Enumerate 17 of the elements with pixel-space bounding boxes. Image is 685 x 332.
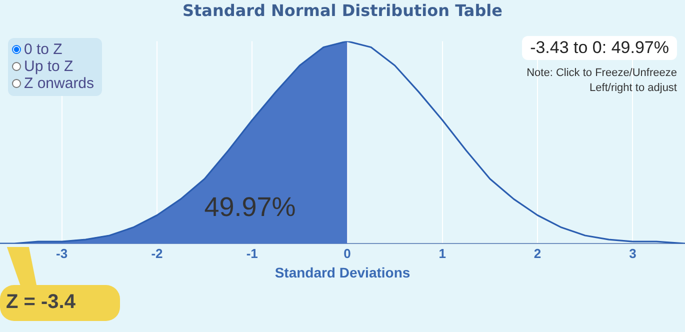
annotation: Up to Z (24, 58, 74, 75)
chart-title: Standard Normal Distribution Table (182, 0, 503, 20)
x-tick-label: 3 (629, 246, 636, 261)
annotation: Z = -3.4 (6, 290, 76, 314)
x-tick-label: -1 (246, 246, 258, 261)
annotation: 49.97% (203, 192, 297, 223)
x-tick-label: 1 (438, 246, 446, 261)
annotation: Z onwards (24, 75, 94, 92)
annotation: Left/right to adjust (588, 81, 677, 96)
x-tick-label: 2 (534, 246, 542, 261)
x-tick-label: 0 (344, 246, 351, 261)
x-tick-label: -3 (56, 246, 68, 261)
x-axis-title: Standard Deviations (274, 264, 410, 280)
annotation: Note: Click to Freeze/Unfreeze (526, 66, 677, 81)
x-tick-label: -2 (151, 246, 163, 261)
annotation: 0 to Z (24, 41, 62, 58)
annotation: -3.43 to 0: 49.97% (522, 36, 677, 60)
